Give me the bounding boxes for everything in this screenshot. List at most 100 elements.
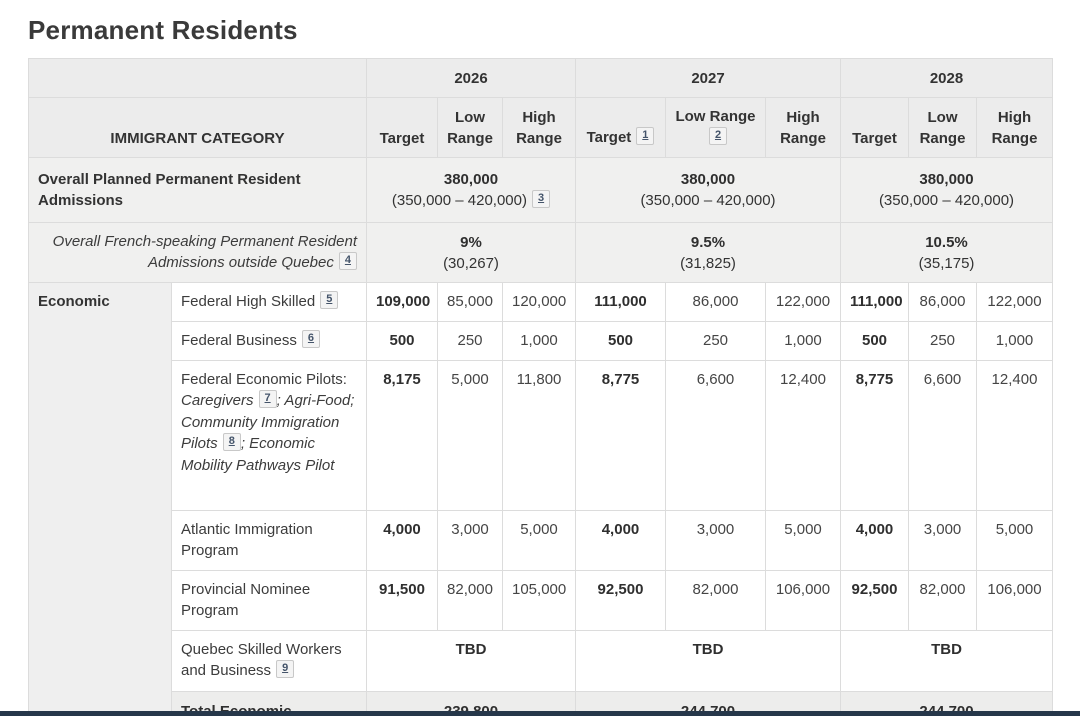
high-range-label: High Range xyxy=(991,109,1038,147)
overall-2026-range: (350,000 – 420,000) 3 xyxy=(376,189,566,212)
year-header-blank xyxy=(28,58,367,98)
atlantic-2027-high: 5,000 xyxy=(765,510,841,571)
header-2027-high: High Range xyxy=(765,97,841,158)
footnote-link-6[interactable]: 6 xyxy=(301,330,321,348)
atlantic-immigration-row: Atlantic Immigration Program 4,000 3,000… xyxy=(29,510,1053,571)
low-range-label: Low Range xyxy=(447,109,493,147)
french-2026-pct: 9% xyxy=(460,233,482,251)
pnp-2027-target: 92,500 xyxy=(575,570,666,631)
footnote-link-8[interactable]: 8 xyxy=(222,433,241,451)
pilots-2026-target: 8,175 xyxy=(366,360,438,511)
header-2026-high: High Range xyxy=(502,97,576,158)
quebec-skilled-workers-label: Quebec Skilled Workers and Business 9 xyxy=(171,630,367,692)
pnp-2028-low: 82,000 xyxy=(908,570,977,631)
fb-2026-target: 500 xyxy=(366,321,438,361)
federal-high-skilled-label: Federal High Skilled 5 xyxy=(171,282,367,322)
french-2028-count: (35,175) xyxy=(918,254,975,272)
pilots-2028-low: 6,600 xyxy=(908,360,977,511)
atlantic-2026-target: 4,000 xyxy=(366,510,438,571)
header-2026-target: Target xyxy=(366,97,438,158)
footnote-link-9[interactable]: 9 xyxy=(276,660,295,678)
year-header-row: 2026 2027 2028 xyxy=(28,58,1053,98)
atlantic-2026-high: 5,000 xyxy=(502,510,576,571)
federal-economic-pilots-label: Federal Economic Pilots: Caregivers 7; Ag… xyxy=(171,360,367,511)
pnp-2028-target: 92,500 xyxy=(840,570,909,631)
header-2026-low: Low Range xyxy=(437,97,503,158)
overall-2028-cell: 380,000 (350,000 – 420,000) xyxy=(840,157,1053,223)
federal-business-row: Federal Business 6 500 250 1,000 500 250 … xyxy=(29,321,1053,361)
overall-2027-target: 380,000 xyxy=(680,171,736,188)
pilots-2026-high: 11,800 xyxy=(502,360,576,511)
overall-admissions-label: Overall Planned Permanent Resident Admis… xyxy=(28,157,367,223)
pnp-2026-low: 82,000 xyxy=(437,570,503,631)
pnp-2026-target: 91,500 xyxy=(366,570,438,631)
atlantic-2028-high: 5,000 xyxy=(976,510,1053,571)
footnote-link-3[interactable]: 3 xyxy=(532,189,551,208)
overall-2027-range: (350,000 – 420,000) xyxy=(640,192,776,209)
fhs-2028-low: 86,000 xyxy=(908,282,977,322)
pnp-2027-low: 82,000 xyxy=(665,570,766,631)
fb-2026-high: 1,000 xyxy=(502,321,576,361)
overall-2028-target: 380,000 xyxy=(919,171,974,188)
french-2027-pct: 9.5% xyxy=(690,233,726,251)
footnote-link-2[interactable]: 2 xyxy=(708,127,728,145)
fhs-2026-target: 109,000 xyxy=(366,282,438,322)
quebec-2027-value: TBD xyxy=(575,630,841,692)
header-2028-low: Low Range xyxy=(908,97,977,158)
french-2027-count: (31,825) xyxy=(680,254,736,272)
french-speaking-row: Overall French-speaking Permanent Reside… xyxy=(28,222,1053,283)
low-range-label: Low Range xyxy=(919,109,966,147)
atlantic-2028-target: 4,000 xyxy=(840,510,909,571)
footnote-link-4[interactable]: 4 xyxy=(338,252,357,270)
year-header-2028: 2028 xyxy=(840,58,1053,98)
pnp-2028-high: 106,000 xyxy=(976,570,1053,631)
overall-2026-cell: 380,000 (350,000 – 420,000) 3 xyxy=(366,157,576,223)
pilots-2027-target: 8,775 xyxy=(575,360,666,511)
fb-2028-high: 1,000 xyxy=(976,321,1053,361)
federal-economic-pilots-row: Federal Economic Pilots: Caregivers 7; Ag… xyxy=(29,360,1053,511)
french-2028-cell: 10.5% (35,175) xyxy=(840,222,1053,283)
pnp-2026-high: 105,000 xyxy=(502,570,576,631)
french-2026-cell: 9% (30,267) xyxy=(366,222,576,283)
atlantic-immigration-label: Atlantic Immigration Program xyxy=(171,510,367,571)
pilots-2026-low: 5,000 xyxy=(437,360,503,511)
economic-group-label: Economic xyxy=(28,282,172,716)
fhs-2027-high: 122,000 xyxy=(765,282,841,322)
pilots-2027-high: 12,400 xyxy=(765,360,841,511)
provincial-nominee-row: Provincial Nominee Program 91,500 82,000… xyxy=(29,570,1053,631)
fb-2027-target: 500 xyxy=(575,321,666,361)
fhs-2026-low: 85,000 xyxy=(437,282,503,322)
french-2027-cell: 9.5% (31,825) xyxy=(575,222,841,283)
federal-business-label: Federal Business 6 xyxy=(171,321,367,361)
footnote-link-7[interactable]: 7 xyxy=(258,390,277,408)
total-economic-label: Total Economic xyxy=(171,691,367,716)
high-range-label: High Range xyxy=(780,109,826,147)
provincial-nominee-label: Provincial Nominee Program xyxy=(171,570,367,631)
atlantic-2026-low: 3,000 xyxy=(437,510,503,571)
permanent-residents-table: 2026 2027 2028 IMMIGRANT CATEGORY Target… xyxy=(28,58,1053,716)
french-speaking-label: Overall French-speaking Permanent Reside… xyxy=(28,222,367,283)
header-2027-target: Target 1 xyxy=(575,97,666,158)
low-range-label: Low Range xyxy=(675,108,756,125)
fb-2027-low: 250 xyxy=(665,321,766,361)
pnp-2027-high: 106,000 xyxy=(765,570,841,631)
atlantic-2027-target: 4,000 xyxy=(575,510,666,571)
fhs-2027-low: 86,000 xyxy=(665,282,766,322)
fhs-2028-high: 122,000 xyxy=(976,282,1053,322)
year-header-2027: 2027 xyxy=(575,58,841,98)
fhs-2027-target: 111,000 xyxy=(575,282,666,322)
federal-high-skilled-row: Economic Federal High Skilled 5 109,000 8… xyxy=(28,282,1053,716)
page-title: Permanent Residents xyxy=(28,15,298,45)
overall-2028-range: (350,000 – 420,000) xyxy=(878,192,1015,209)
column-header-row: IMMIGRANT CATEGORY Target Low Range High… xyxy=(28,97,1053,158)
fhs-2028-target: 111,000 xyxy=(840,282,909,322)
french-2026-count: (30,267) xyxy=(443,254,499,272)
footnote-link-1[interactable]: 1 xyxy=(636,127,655,145)
quebec-2026-value: TBD xyxy=(366,630,576,692)
bottom-window-edge xyxy=(0,711,1080,716)
footnote-link-5[interactable]: 5 xyxy=(320,291,339,309)
overall-2027-cell: 380,000 (350,000 – 420,000) xyxy=(575,157,841,223)
fb-2028-low: 250 xyxy=(908,321,977,361)
header-2027-low: Low Range 2 xyxy=(665,97,766,158)
